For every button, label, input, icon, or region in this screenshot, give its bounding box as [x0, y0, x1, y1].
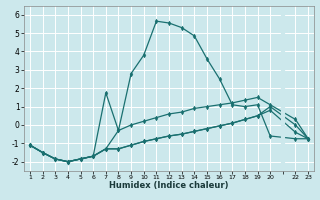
X-axis label: Humidex (Indice chaleur): Humidex (Indice chaleur)	[109, 181, 229, 190]
